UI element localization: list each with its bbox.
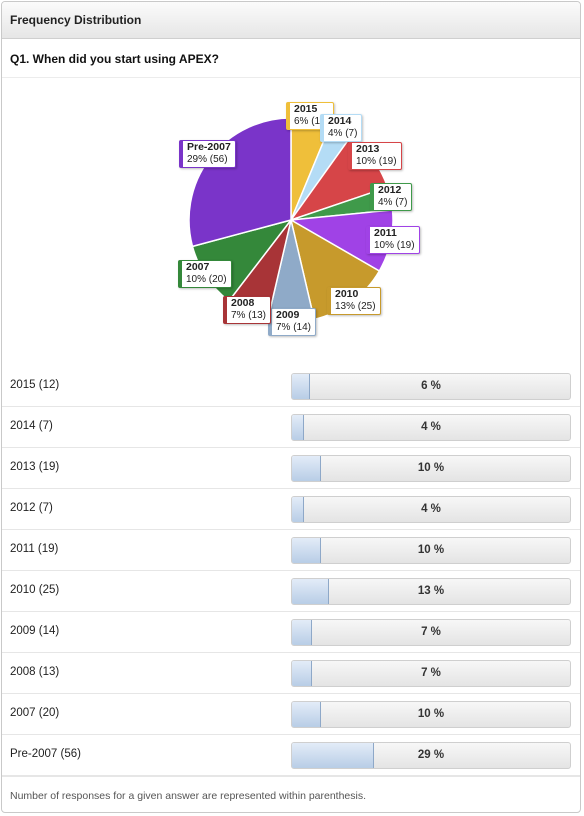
pie-label-name: 2007 bbox=[186, 261, 210, 273]
pie-label-name: 2013 bbox=[356, 143, 380, 155]
pie-label-2013: 2013 10% (19) bbox=[348, 142, 402, 170]
percent-bar-fill bbox=[292, 661, 313, 686]
pie-label-value: 10% (19) bbox=[374, 239, 415, 251]
panel-title: Frequency Distribution bbox=[2, 2, 580, 39]
percent-bar: 4 % bbox=[291, 414, 571, 441]
pie-label-value: 7% (14) bbox=[276, 321, 312, 333]
table-row: 2010 (25) 13 % bbox=[2, 571, 580, 612]
pie-label-value: 10% (20) bbox=[186, 273, 227, 285]
pie-label-value: 7% (13) bbox=[231, 309, 267, 321]
percent-bar: 6 % bbox=[291, 373, 571, 400]
table-row: 2013 (19) 10 % bbox=[2, 448, 580, 489]
answer-label: 2014 (7) bbox=[10, 420, 53, 432]
percent-value: 4 % bbox=[421, 421, 441, 433]
answer-label: 2010 (25) bbox=[10, 584, 60, 596]
answer-label: 2009 (14) bbox=[10, 625, 60, 637]
pie-label-value: 10% (19) bbox=[356, 155, 397, 167]
table-row: Pre-2007 (56) 29 % bbox=[2, 735, 580, 776]
percent-value: 4 % bbox=[421, 503, 441, 515]
pie-label-2011: 2011 10% (19) bbox=[366, 226, 420, 254]
pie-label-2010: 2010 13% (25) bbox=[327, 287, 381, 315]
answer-label: 2011 (19) bbox=[10, 543, 59, 555]
question-title: Q1. When did you start using APEX? bbox=[2, 39, 580, 78]
table-row: 2007 (20) 10 % bbox=[2, 694, 580, 735]
percent-bar: 7 % bbox=[291, 660, 571, 687]
percent-bar-fill bbox=[292, 702, 321, 727]
percent-bar-fill bbox=[292, 415, 305, 440]
pie-label-value: 4% (7) bbox=[328, 127, 358, 139]
percent-value: 10 % bbox=[417, 544, 445, 556]
pie-label-value: 6% (12) bbox=[294, 115, 330, 127]
pie-label-name: 2012 bbox=[378, 184, 402, 196]
pie-chart-area: 2015 6% (12) 2014 4% (7) 2013 10% (19) 2012 4% … bbox=[2, 78, 580, 366]
percent-bar-fill bbox=[292, 743, 374, 768]
pie-label-2014: 2014 4% (7) bbox=[320, 114, 363, 142]
percent-bar-fill bbox=[292, 620, 313, 645]
pie-label-value: 4% (7) bbox=[378, 196, 408, 208]
percent-bar-fill bbox=[292, 456, 321, 481]
pie-label-2007: 2007 10% (20) bbox=[178, 260, 232, 288]
pie-label-pre-2007: Pre-2007 29% (56) bbox=[179, 140, 236, 168]
pie-label-name: 2015 bbox=[294, 103, 318, 115]
pie-label-name: 2011 bbox=[374, 227, 397, 239]
table-row: 2014 (7) 4 % bbox=[2, 407, 580, 448]
pie-label-name: 2008 bbox=[231, 297, 255, 309]
percent-bar-fill bbox=[292, 538, 321, 563]
table-row: 2012 (7) 4 % bbox=[2, 489, 580, 530]
answer-label: 2015 (12) bbox=[10, 379, 60, 391]
percent-value: 6 % bbox=[421, 380, 441, 392]
footnote: Number of responses for a given answer a… bbox=[2, 776, 580, 802]
pie-label-2008: 2008 7% (13) bbox=[223, 296, 272, 324]
pie-label-2009: 2009 7% (14) bbox=[268, 308, 317, 336]
answer-label: 2012 (7) bbox=[10, 502, 53, 514]
answer-label: Pre-2007 (56) bbox=[10, 748, 81, 760]
pie-label-value: 29% (56) bbox=[187, 153, 228, 165]
percent-value: 13 % bbox=[417, 585, 445, 597]
percent-bar: 13 % bbox=[291, 578, 571, 605]
pie-label-name: 2010 bbox=[335, 288, 359, 300]
percent-bar-fill bbox=[292, 374, 310, 399]
percent-value: 7 % bbox=[421, 626, 441, 638]
percent-bar: 10 % bbox=[291, 455, 571, 482]
table-row: 2009 (14) 7 % bbox=[2, 612, 580, 653]
pie-label-name: 2014 bbox=[328, 115, 352, 127]
percent-bar: 29 % bbox=[291, 742, 571, 769]
percent-value: 10 % bbox=[417, 462, 445, 474]
table-row: 2015 (12) 6 % bbox=[2, 366, 580, 407]
answer-label: 2013 (19) bbox=[10, 461, 60, 473]
distribution-table: 2015 (12) 6 % 2014 (7) 4 % 2013 (19) 10 % 2012… bbox=[2, 366, 580, 776]
percent-bar-fill bbox=[292, 579, 330, 604]
pie-label-name: 2009 bbox=[276, 309, 300, 321]
table-row: 2008 (13) 7 % bbox=[2, 653, 580, 694]
percent-value: 29 % bbox=[417, 749, 445, 761]
percent-bar: 4 % bbox=[291, 496, 571, 523]
percent-value: 7 % bbox=[421, 667, 441, 679]
percent-bar: 10 % bbox=[291, 537, 571, 564]
pie-label-name: Pre-2007 bbox=[187, 141, 231, 153]
percent-value: 10 % bbox=[417, 708, 445, 720]
answer-label: 2007 (20) bbox=[10, 707, 60, 719]
pie-chart bbox=[188, 117, 394, 323]
percent-bar-fill bbox=[292, 497, 305, 522]
pie-label-value: 13% (25) bbox=[335, 300, 376, 312]
percent-bar: 7 % bbox=[291, 619, 571, 646]
pie-label-2012: 2012 4% (7) bbox=[370, 183, 413, 211]
table-row: 2011 (19) 10 % bbox=[2, 530, 580, 571]
percent-bar: 10 % bbox=[291, 701, 571, 728]
answer-label: 2008 (13) bbox=[10, 666, 60, 678]
